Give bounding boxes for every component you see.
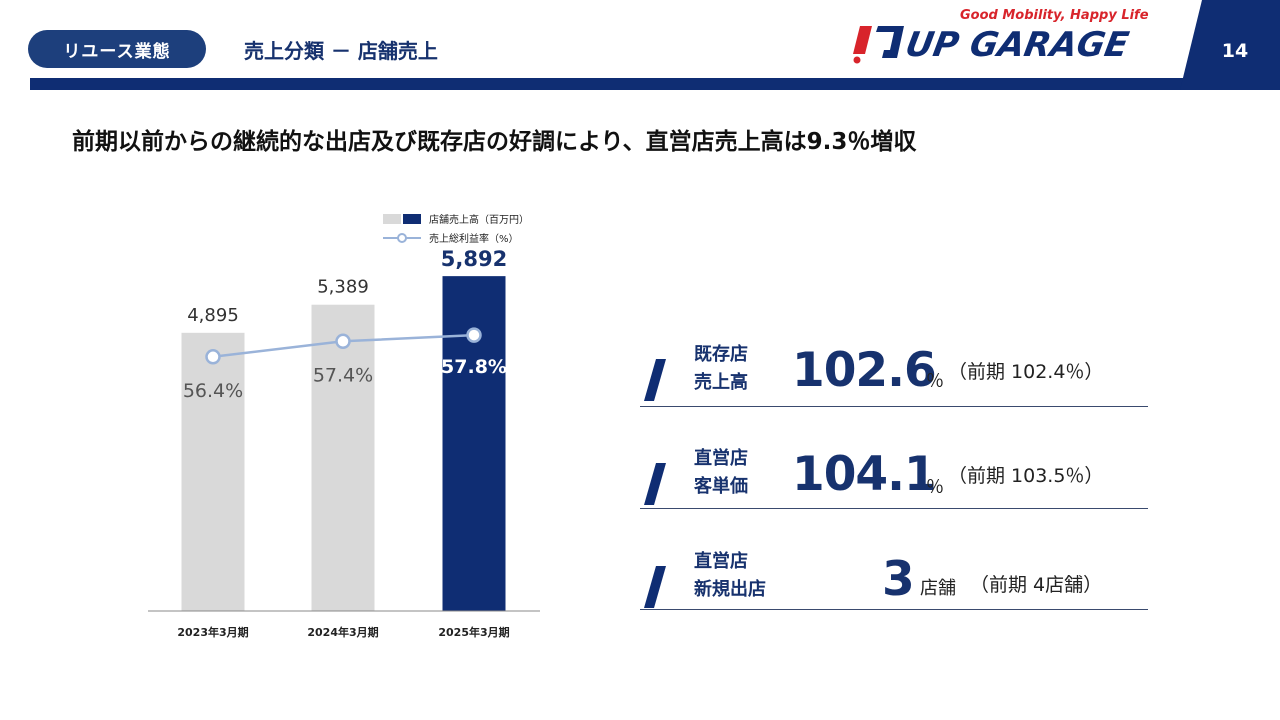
header-rule bbox=[30, 78, 1280, 90]
logo-mark-icon bbox=[853, 26, 904, 64]
legend-marker bbox=[397, 233, 407, 243]
logo-tagline: Good Mobility, Happy Life bbox=[960, 8, 1149, 23]
page-title: 売上分類 － 店舗売上 bbox=[244, 39, 438, 63]
headline: 前期以前からの継続的な出店及び既存店の好調により、直営店売上高は9.3％増収 bbox=[72, 129, 917, 155]
x-tick-label: 2023年3月期 bbox=[177, 625, 248, 639]
legend-swatch-gray bbox=[383, 214, 401, 224]
bar bbox=[442, 276, 506, 611]
x-tick-label: 2025年3月期 bbox=[438, 625, 509, 639]
margin-point bbox=[335, 333, 351, 350]
slash-accent-icon bbox=[644, 359, 666, 401]
kpi-previous: （前期 102.4％） bbox=[948, 361, 1104, 383]
bar bbox=[181, 332, 245, 611]
kpi-value: 104.1 bbox=[792, 447, 937, 502]
margin-point bbox=[205, 349, 221, 365]
kpi-label: 既存店 売上高 bbox=[694, 344, 748, 393]
kpi-previous: （前期 103.5％） bbox=[948, 465, 1104, 487]
kpi-value: 3 bbox=[882, 552, 915, 607]
kpi-label: 直営店 新規出店 bbox=[694, 551, 766, 600]
sales-chart: 店舗売上高（百万円） 売上総利益率（%） 4,895 2023年3月期 5,389 20… bbox=[148, 213, 540, 639]
margin-value-label: 57.4% bbox=[313, 364, 373, 386]
x-tick-label: 2024年3月期 bbox=[307, 625, 378, 639]
kpi-divider bbox=[640, 609, 1148, 610]
kpi-unit: 店舗 bbox=[920, 578, 956, 599]
slash-accent-icon bbox=[644, 566, 666, 608]
bar-value-label: 5,892 bbox=[441, 247, 507, 271]
logo-wordmark: UP GARAGE bbox=[902, 25, 1132, 65]
margin-value-label: 56.4% bbox=[183, 380, 243, 402]
bar-value-label: 4,895 bbox=[187, 305, 239, 326]
kpi-divider bbox=[640, 508, 1148, 509]
kpi-existing-store-sales: 既存店 売上高 102.6 ％ （前期 102.4％） bbox=[640, 307, 1148, 407]
legend-swatch-navy bbox=[403, 214, 421, 224]
section-pill: リユース業態 bbox=[28, 30, 206, 68]
legend-label: 売上総利益率（%） bbox=[429, 232, 519, 245]
kpi-direct-store-spend: 直営店 客単価 104.1 ％ （前期 103.5％） bbox=[640, 409, 1148, 509]
kpi-unit: ％ bbox=[926, 371, 944, 392]
chart-legend: 店舗売上高（百万円） 売上総利益率（%） bbox=[383, 213, 529, 245]
kpi-unit: ％ bbox=[926, 477, 944, 498]
margin-value-label: 57.8% bbox=[441, 356, 507, 378]
kpi-value: 102.6 bbox=[792, 343, 937, 398]
page-tab-shape bbox=[1180, 0, 1280, 90]
legend-label: 店舗売上高（百万円） bbox=[429, 213, 529, 226]
kpi-previous: （前期 4店舗） bbox=[970, 574, 1103, 596]
bar bbox=[311, 304, 375, 611]
margin-point bbox=[466, 327, 482, 343]
bar-value-label: 5,389 bbox=[317, 277, 369, 298]
slash-accent-icon bbox=[644, 463, 666, 505]
kpi-new-stores: 直営店 新規出店 3 店舗 （前期 4店舗） bbox=[640, 510, 1148, 610]
kpi-label: 直営店 客単価 bbox=[694, 448, 748, 497]
kpi-divider bbox=[640, 406, 1148, 407]
page-number: 14 bbox=[1221, 40, 1249, 62]
